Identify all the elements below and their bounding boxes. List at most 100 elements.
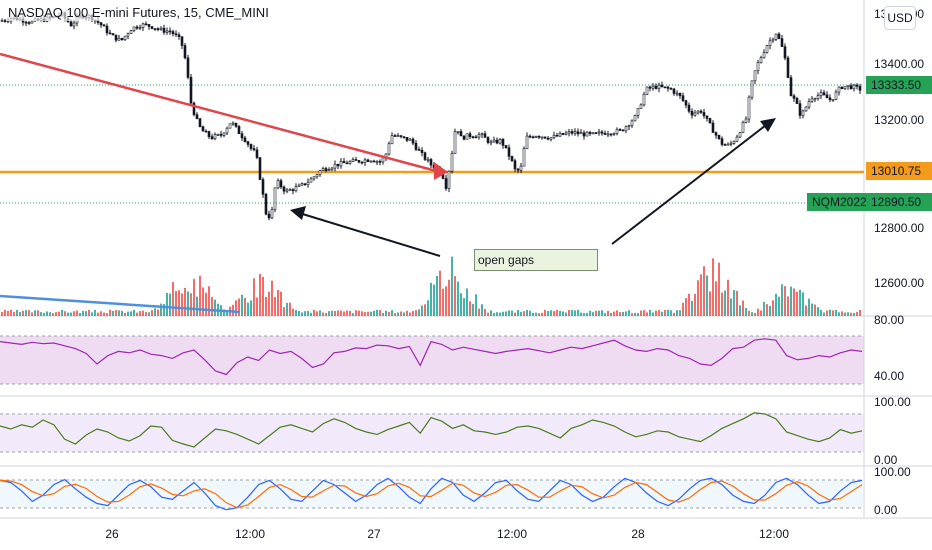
volume-bar <box>55 312 57 316</box>
candle <box>570 129 574 136</box>
chart-title: NASDAQ 100 E-mini Futures, 15, CME_MINI <box>6 4 271 21</box>
volume-bar <box>271 280 273 316</box>
candle <box>147 24 151 30</box>
oscillator-tick-label: 0.00 <box>874 503 898 517</box>
volume-bar <box>802 292 804 316</box>
candle <box>762 49 766 59</box>
candle <box>162 24 166 35</box>
volume-bar <box>205 292 207 316</box>
annotation-note[interactable]: open gaps <box>474 249 598 271</box>
oscillator-tick-label: 0.00 <box>874 453 898 467</box>
volume-bar <box>691 300 693 316</box>
volume-bar <box>154 308 156 316</box>
volume-bar <box>238 298 240 316</box>
candle <box>696 110 700 115</box>
volume-bar <box>361 311 363 316</box>
currency-button[interactable]: USD <box>884 6 916 30</box>
time-tick-label: 26 <box>105 527 119 541</box>
candle <box>594 132 598 134</box>
volume-bar <box>118 310 120 316</box>
volume-bar <box>502 311 504 316</box>
volume-bar <box>550 310 552 316</box>
candle <box>732 140 736 145</box>
candle <box>462 135 466 141</box>
candle <box>561 133 565 136</box>
candle <box>114 34 118 43</box>
candle <box>195 112 199 120</box>
volume-bar <box>547 310 549 316</box>
volume-bar <box>133 310 135 316</box>
time-tick-label: 27 <box>367 527 381 541</box>
candle <box>453 128 457 154</box>
annotation-arrow-right <box>611 121 771 245</box>
volume-bar <box>445 286 447 316</box>
candle <box>681 92 685 103</box>
candle <box>216 133 220 136</box>
volume-bar <box>316 311 318 316</box>
candle <box>396 132 400 137</box>
candle <box>831 99 835 102</box>
volume-bar <box>121 310 123 316</box>
candle <box>858 84 862 94</box>
candle <box>585 131 589 137</box>
candle <box>546 136 550 141</box>
candle <box>345 160 349 165</box>
candle <box>420 147 424 157</box>
volume-bar <box>334 311 336 316</box>
candle <box>534 135 538 139</box>
candle <box>636 108 640 119</box>
volume-bar <box>775 293 777 316</box>
price-tick-label: 12600.00 <box>874 276 924 290</box>
volume-bar <box>25 310 27 316</box>
volume-bar <box>391 310 393 316</box>
candle <box>492 136 496 143</box>
candle <box>99 22 103 28</box>
volume-bar <box>274 297 276 316</box>
candle <box>183 43 187 60</box>
volume-bar <box>469 301 471 316</box>
volume-bar <box>622 311 624 316</box>
volume-bar <box>199 275 201 316</box>
candle <box>192 101 196 117</box>
volume-bar <box>151 310 153 316</box>
volume-bar <box>178 290 180 316</box>
volume-bar <box>793 288 795 316</box>
volume-bar <box>358 310 360 316</box>
volume-bar <box>667 309 669 316</box>
volume-bar <box>250 300 252 316</box>
candle <box>225 126 229 135</box>
candle <box>837 86 841 96</box>
volume-bar <box>436 276 438 316</box>
candle <box>669 87 673 90</box>
candle <box>621 129 625 132</box>
candle <box>702 108 706 119</box>
candle <box>414 140 418 152</box>
volume-bar <box>790 286 792 316</box>
volume-bar <box>367 311 369 316</box>
candle <box>843 86 847 90</box>
candle <box>606 130 610 138</box>
volume-bar <box>1 312 3 316</box>
volume-bar <box>616 310 618 316</box>
candle <box>102 23 106 27</box>
candle <box>723 143 727 146</box>
volume-bar <box>523 311 525 316</box>
volume-bar <box>157 309 159 316</box>
volume-bar <box>487 312 489 316</box>
volume-bar <box>37 310 39 316</box>
candle <box>603 130 607 136</box>
candle <box>288 188 292 191</box>
volume-bar <box>265 296 267 316</box>
candle <box>504 145 508 149</box>
volume-bar <box>484 309 486 316</box>
volume-bar <box>292 308 294 316</box>
volume-bar <box>727 279 729 316</box>
candle <box>324 166 328 173</box>
volume-bar <box>568 309 570 316</box>
volume-bar <box>124 312 126 316</box>
candle <box>495 137 499 145</box>
volume-bar <box>193 278 195 316</box>
candle <box>810 96 814 103</box>
volume-bar <box>370 311 372 316</box>
